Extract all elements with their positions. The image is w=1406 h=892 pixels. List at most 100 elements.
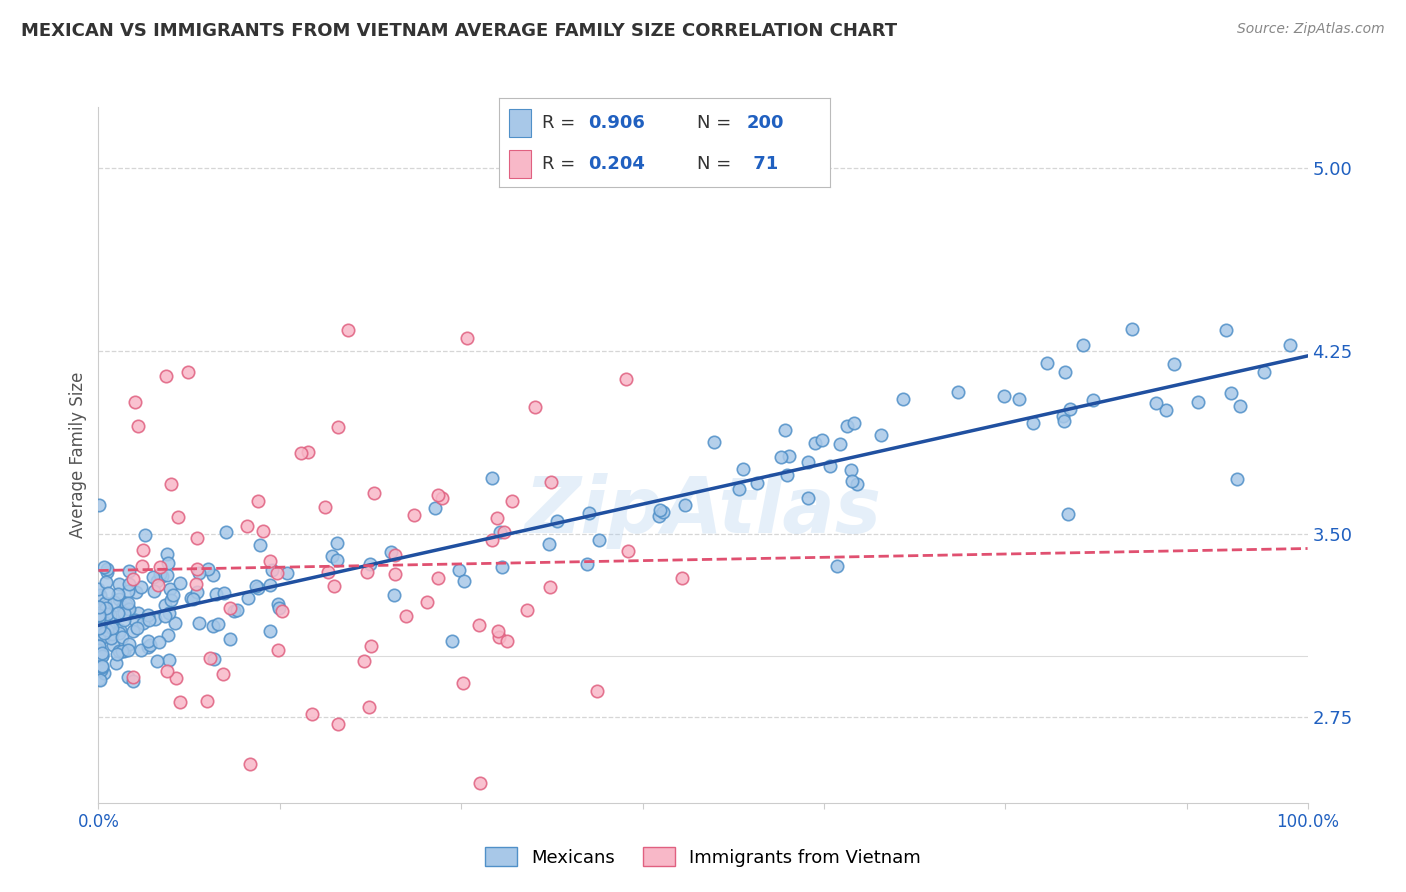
Point [157,628,180,642]
Point [617,544,640,558]
Point [149,567,172,582]
Point [148,634,170,648]
Point [110,624,132,638]
Legend: Mexicans, Immigrants from Vietnam: Mexicans, Immigrants from Vietnam [478,839,928,874]
Point [269,600,291,615]
Point [100,621,122,635]
Point [89,673,111,687]
Point [259,578,281,592]
Point [825,559,848,574]
Point [205,587,228,601]
Point [575,557,598,571]
Point [648,508,671,523]
Point [745,475,768,490]
Point [427,488,450,502]
Point [1220,386,1243,401]
Point [100,631,122,645]
Point [266,643,288,657]
Point [1253,365,1275,379]
Text: 0.204: 0.204 [588,155,645,173]
Point [1008,392,1031,407]
Point [891,392,914,406]
Point [149,560,172,574]
Point [157,606,180,620]
Point [122,673,145,688]
Point [177,365,200,379]
Point [1057,507,1080,521]
Point [112,644,135,658]
Point [830,437,852,451]
Text: 0.906: 0.906 [588,114,645,132]
Point [266,566,288,580]
Point [415,594,437,608]
Point [468,617,491,632]
Point [290,446,312,460]
Point [818,458,841,473]
Text: R =: R = [543,114,581,132]
Point [1071,338,1094,352]
Point [492,524,515,539]
Point [778,449,800,463]
Point [90,659,112,673]
Point [186,585,208,599]
Point [93,615,115,629]
Point [105,609,128,624]
Point [90,648,112,662]
Point [260,563,283,577]
Point [107,592,129,607]
Point [117,596,139,610]
Point [90,646,112,660]
Point [107,606,129,620]
Point [673,499,696,513]
Text: N =: N = [697,114,737,132]
Point [184,577,207,591]
Point [156,547,179,561]
Point [323,579,346,593]
Point [266,597,288,611]
Point [169,575,191,590]
Point [1053,415,1076,429]
Point [326,420,349,434]
Point [94,600,117,615]
Point [249,538,271,552]
Point [796,455,818,469]
Point [112,613,135,627]
FancyBboxPatch shape [509,150,530,178]
Point [159,582,181,596]
Point [314,500,336,514]
Point [127,606,149,620]
Point [96,562,118,576]
Point [585,684,607,698]
Point [165,671,187,685]
Point [93,559,115,574]
Point [87,643,110,657]
Point [1226,472,1249,486]
Point [156,556,179,570]
Point [402,508,425,523]
Point [614,372,637,386]
Point [1121,322,1143,336]
Point [219,600,242,615]
Point [117,643,139,657]
Point [259,554,281,568]
Point [297,445,319,459]
Point [100,615,122,630]
Point [1163,357,1185,371]
Point [117,583,139,598]
Point [153,609,176,624]
Point [252,524,274,538]
Point [105,647,128,661]
Point [222,604,245,618]
Point [578,506,600,520]
Point [440,634,463,648]
Point [869,428,891,442]
Point [1229,400,1251,414]
Point [187,566,209,580]
FancyBboxPatch shape [509,109,530,137]
Point [1156,402,1178,417]
Point [186,531,208,545]
Point [423,501,446,516]
Point [225,602,247,616]
Point [301,706,323,721]
Point [188,615,211,630]
